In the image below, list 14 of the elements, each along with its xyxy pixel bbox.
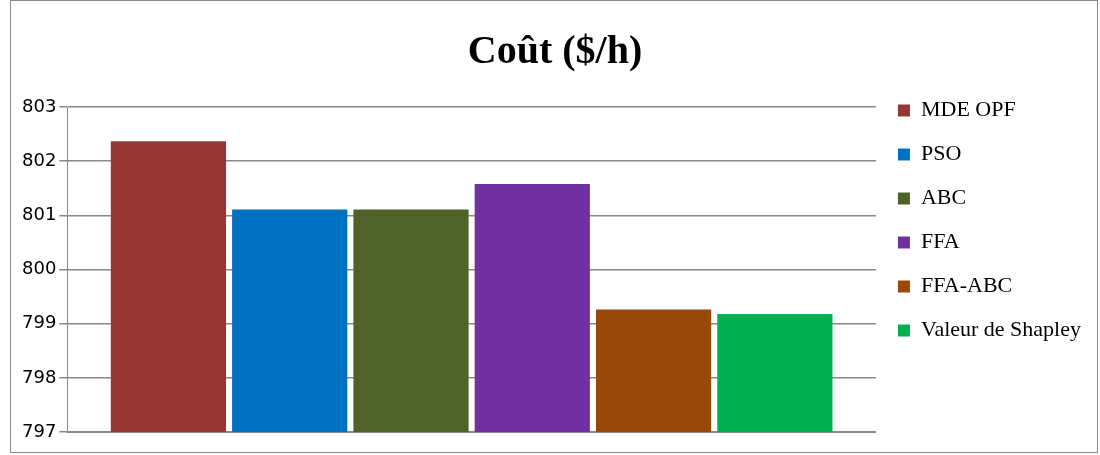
- legend-label: ABC: [920, 184, 967, 210]
- legend-label: MDE OPF: [920, 96, 1016, 122]
- y-tick-label: 799: [22, 311, 57, 333]
- y-tick-label: 798: [22, 365, 57, 387]
- legend-label: FFA: [920, 228, 960, 254]
- y-tick-label: 797: [22, 419, 57, 441]
- y-tick-label: 801: [22, 203, 57, 225]
- legend-label: PSO: [920, 140, 962, 166]
- y-tick-label: 802: [22, 148, 57, 170]
- legend-label: Valeur de Shapley: [920, 316, 1081, 342]
- y-tick-label: 803: [22, 94, 57, 116]
- chart-title: Coût ($/h): [467, 27, 643, 73]
- legend-label: FFA-ABC: [920, 272, 1013, 298]
- y-tick-label: 800: [22, 257, 57, 279]
